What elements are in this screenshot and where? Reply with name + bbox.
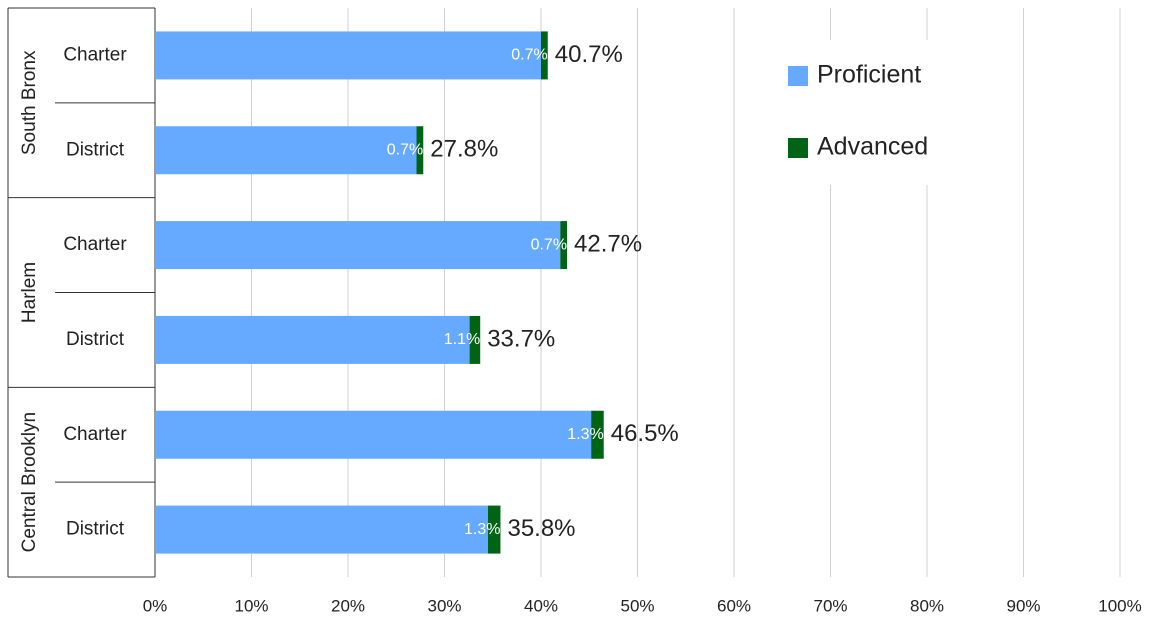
x-tick-label: 90% bbox=[1006, 596, 1040, 615]
bar-segment bbox=[416, 126, 424, 175]
bar-segment bbox=[591, 410, 604, 459]
legend-label: Advanced bbox=[817, 133, 928, 161]
total-label: 46.5% bbox=[611, 420, 679, 447]
y-tick-label: Charter bbox=[63, 44, 127, 65]
legend-swatch bbox=[788, 66, 808, 86]
x-tick-label: 80% bbox=[910, 596, 944, 615]
bar-segment bbox=[155, 315, 470, 364]
total-label: 40.7% bbox=[555, 41, 623, 68]
bar-segment bbox=[155, 505, 488, 554]
group-label: Central Brooklyn bbox=[19, 412, 40, 552]
x-tick-label: 30% bbox=[427, 596, 461, 615]
x-tick-label: 10% bbox=[234, 596, 268, 615]
x-tick-label: 60% bbox=[717, 596, 751, 615]
y-tick-label: District bbox=[66, 519, 125, 540]
y-tick-label: District bbox=[66, 329, 125, 350]
bar-segment bbox=[469, 315, 481, 364]
bar-segment bbox=[155, 31, 541, 80]
bar-segment bbox=[487, 505, 501, 554]
x-tick-label: 50% bbox=[620, 596, 654, 615]
bar-segment bbox=[155, 410, 592, 459]
total-label: 35.8% bbox=[507, 515, 575, 542]
group-label: South Bronx bbox=[19, 50, 40, 155]
bar-segment bbox=[541, 31, 548, 80]
legend-background bbox=[760, 40, 960, 185]
segment-label: 0.7% bbox=[511, 47, 547, 64]
x-tick-label: 100% bbox=[1098, 596, 1141, 615]
bar-segment bbox=[560, 221, 568, 270]
bar-segment bbox=[155, 126, 417, 175]
total-label: 42.7% bbox=[574, 230, 642, 257]
segment-label: 0.7% bbox=[387, 141, 423, 158]
x-tick-label: 40% bbox=[524, 596, 558, 615]
x-tick-label: 0% bbox=[143, 596, 168, 615]
segment-label: 1.1% bbox=[444, 331, 480, 348]
segment-label: 1.3% bbox=[464, 521, 500, 538]
x-tick-label: 20% bbox=[331, 596, 365, 615]
total-label: 33.7% bbox=[487, 325, 555, 352]
segment-label: 1.3% bbox=[567, 426, 603, 443]
x-tick-label: 70% bbox=[813, 596, 847, 615]
legend-swatch bbox=[788, 138, 808, 158]
legend-label: Proficient bbox=[817, 61, 921, 89]
y-tick-label: Charter bbox=[63, 234, 127, 255]
total-label: 27.8% bbox=[430, 136, 498, 163]
y-tick-label: District bbox=[66, 139, 125, 160]
y-tick-label: Charter bbox=[63, 424, 127, 445]
segment-label: 0.7% bbox=[531, 236, 567, 253]
bar-segment bbox=[155, 221, 561, 270]
group-label: Harlem bbox=[19, 262, 40, 323]
